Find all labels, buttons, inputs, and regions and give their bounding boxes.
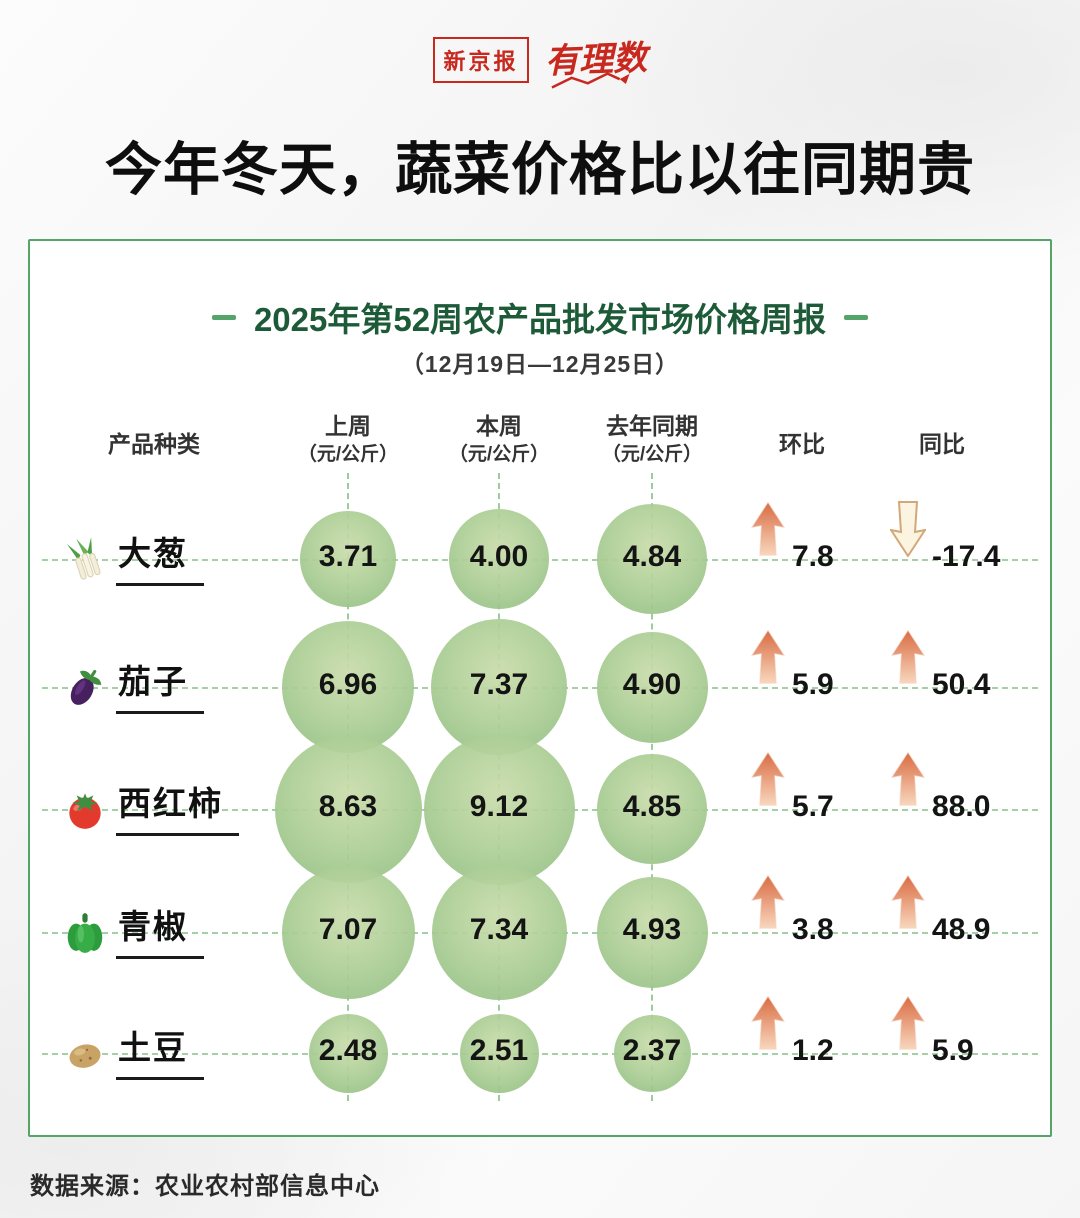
yoy-change: 50.4 [890,629,1050,715]
page-title: 今年冬天，蔬菜价格比以往同期贵 [105,138,975,202]
potato-icon [62,1030,108,1076]
price-bubble [449,509,549,609]
price-value: 4.90 [622,668,682,701]
change-value: 88.0 [932,790,991,823]
column-header-this-week-unit: （元/公斤） [448,444,550,466]
price-value: 2.37 [622,1034,682,1067]
product-name: 茄子 [116,655,204,714]
brand-header: 新京报 有理数 [0,30,1080,89]
youlishu-logo: 有理数 [544,30,648,89]
card-title: 2025年第52周农产品批发市场价格周报 [253,301,827,338]
column-header-last-week-unit: （元/公斤） [297,444,399,466]
change-value: 50.4 [932,668,991,701]
up-arrow-icon [890,874,926,930]
price-value: 3.71 [318,540,378,573]
change-value: 5.9 [932,1034,974,1067]
product-name: 青椒 [116,900,204,959]
wow-change: 1.2 [750,995,910,1081]
change-value: 48.9 [932,913,991,946]
price-bubble [431,864,567,1000]
yoy-change: 48.9 [890,874,1050,960]
price-value: 2.51 [469,1034,529,1067]
change-value: 5.7 [792,790,834,823]
up-arrow-icon [890,995,926,1051]
title-dash-right-icon [844,314,869,320]
column-header-last-week: 上周 （元/公斤） [268,411,428,468]
price-bubble [596,876,708,988]
column-header-wow: 环比 [779,431,825,457]
price-bubble [308,1013,388,1093]
price-value: 2.48 [318,1034,378,1067]
column-header-last-week-label: 上周 [325,413,371,439]
price-value: 9.12 [469,790,529,823]
wow-change: 5.7 [750,751,910,837]
price-bubble [281,865,415,999]
column-header-yoy: 同比 [919,431,965,457]
change-value: 1.2 [792,1034,834,1067]
up-arrow-icon [750,874,786,930]
up-arrow-icon [750,751,786,807]
eggplant-icon [62,664,108,710]
change-value: -17.4 [932,540,1001,573]
price-value: 7.37 [469,668,529,701]
price-bubble [459,1013,539,1093]
row-grid-line [42,1053,1038,1055]
change-value: 5.9 [792,668,834,701]
down-arrow-icon [890,501,926,557]
change-value: 3.8 [792,913,834,946]
product-name: 土豆 [116,1021,204,1080]
up-arrow-icon [750,501,786,557]
up-arrow-icon [750,629,786,685]
price-value: 4.00 [469,540,529,573]
yoy-change: 5.9 [890,995,1050,1081]
trend-line-icon [550,72,630,89]
data-source: 数据来源：农业农村部信息中心 [30,1173,380,1200]
yoy-change: 88.0 [890,751,1050,837]
pepper-icon [62,909,108,955]
price-bubble [274,735,422,883]
card-title-row: 2025年第52周农产品批发市场价格周报 [30,293,1050,341]
price-value: 4.93 [622,913,682,946]
price-bubble [282,621,414,753]
up-arrow-icon [890,629,926,685]
price-bubble [423,733,575,885]
product-name: 西红柿 [116,777,239,836]
price-value: 7.07 [318,913,378,946]
price-value: 7.34 [469,913,529,946]
column-header-last-year-label: 去年同期 [606,413,698,439]
price-bubble [613,1014,691,1092]
up-arrow-icon [890,751,926,807]
price-bubble [431,619,567,755]
product-name: 大葱 [116,527,204,586]
price-value: 4.84 [622,540,682,573]
tomato-icon [62,786,108,832]
price-value: 6.96 [318,668,378,701]
price-bubble [596,631,708,743]
column-header-this-week: 本周 （元/公斤） [419,411,579,468]
price-bubble [300,511,396,607]
card-subtitle: （12月19日—12月25日） [400,351,680,377]
title-dash-left-icon [211,314,236,320]
wow-change: 3.8 [750,874,910,960]
column-header-last-year: 去年同期 （元/公斤） [572,411,732,468]
yoy-change: -17.4 [890,501,1050,587]
change-value: 7.8 [792,540,834,573]
price-value: 4.85 [622,790,682,823]
price-bubble [597,504,707,614]
column-header-this-week-label: 本周 [476,413,522,439]
report-card: 2025年第52周农产品批发市场价格周报 （12月19日—12月25日） 产品种… [28,239,1052,1137]
wow-change: 7.8 [750,501,910,587]
column-header-last-year-unit: （元/公斤） [601,444,703,466]
column-header-product: 产品种类 [108,431,200,457]
price-value: 8.63 [318,790,378,823]
xinjingbao-logo: 新京报 [433,36,529,83]
wow-change: 5.9 [750,629,910,715]
up-arrow-icon [750,995,786,1051]
scallion-icon [62,536,108,582]
price-bubble [597,754,707,864]
